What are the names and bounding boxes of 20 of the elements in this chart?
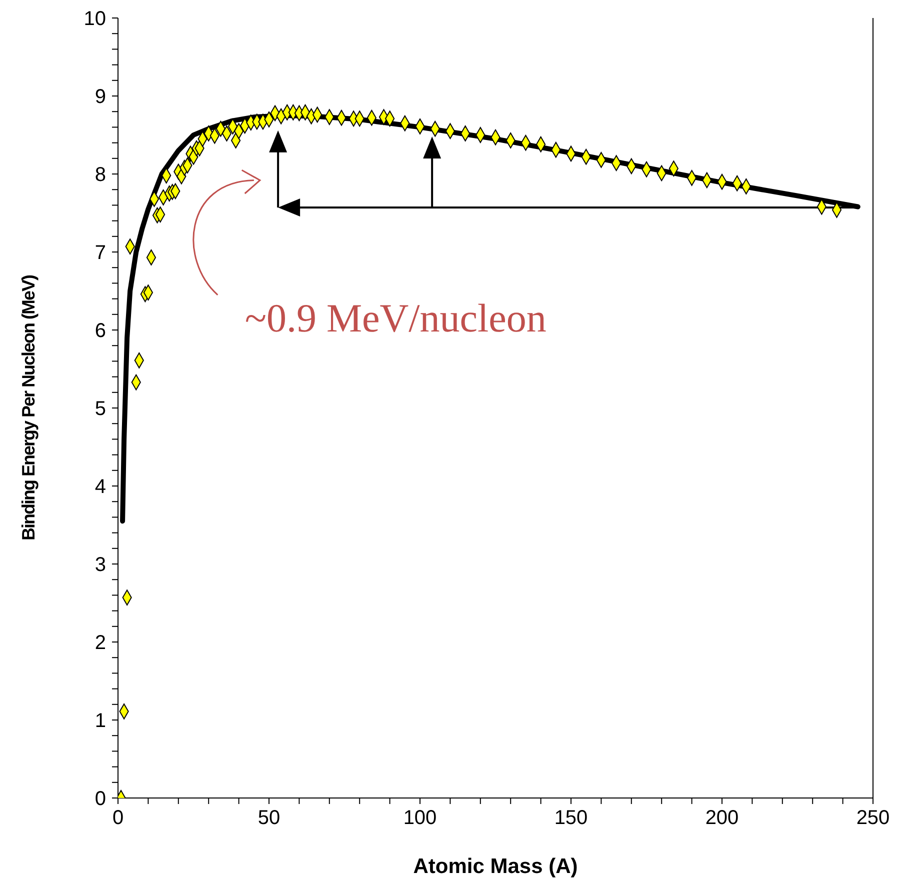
y-tick-label: 10 [84,8,106,30]
x-tick-label: 100 [403,807,437,829]
y-tick-label: 3 [94,554,106,576]
y-axis-title: Binding Energy Per Nucleon (MeV) [18,274,38,541]
x-tick-label: 150 [554,807,588,829]
y-tick-label: 1 [94,710,106,732]
y-tick-label: 4 [94,476,106,498]
x-axis-title: Atomic Mass (A) [413,855,578,878]
y-tick-label: 0 [94,788,106,810]
y-tick-label: 5 [94,398,106,420]
x-tick-label: 200 [705,807,739,829]
y-tick-label: 6 [94,320,106,342]
x-tick-label: 250 [856,807,890,829]
x-tick-label: 0 [112,807,124,829]
y-tick-label: 7 [94,242,106,264]
y-tick-label: 9 [94,86,106,108]
x-tick-label: 50 [258,807,280,829]
y-tick-label: 2 [94,632,106,654]
y-tick-label: 8 [94,164,106,186]
annotation: ~0.9 MeV/nucleon [244,296,546,341]
